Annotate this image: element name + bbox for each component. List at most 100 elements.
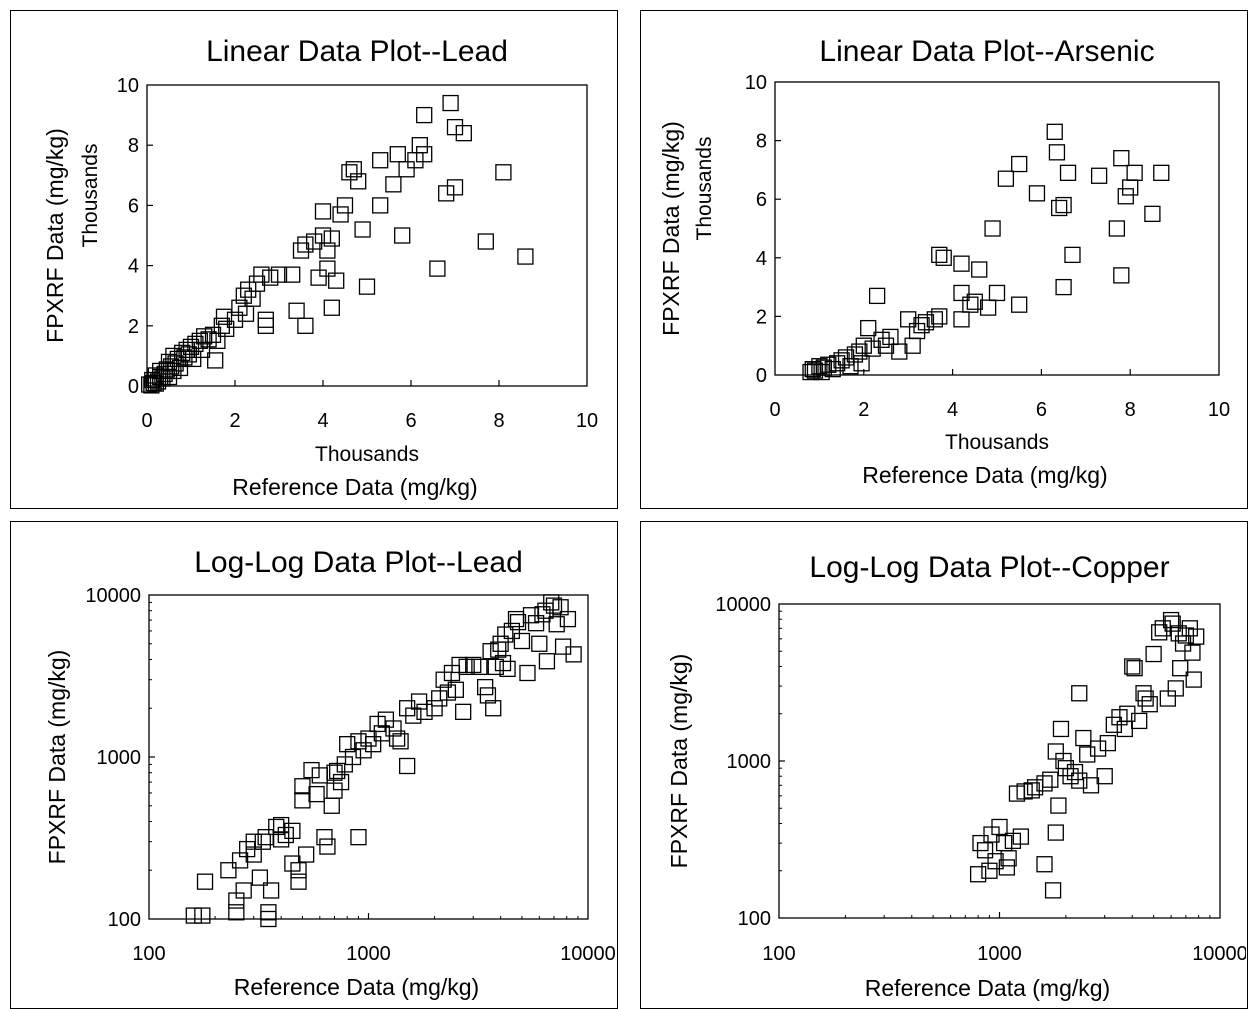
data-point <box>969 866 987 883</box>
y-unit-label: Thousands <box>693 137 716 241</box>
data-point <box>260 904 277 921</box>
data-point <box>290 873 307 890</box>
data-point <box>1064 246 1081 264</box>
data-point <box>290 862 307 879</box>
chart-svg-arsenic-linear: Linear Data Plot--Arsenic 0 2 4 6 8 10 0 2 4 6 8 10 T… <box>658 35 1230 488</box>
data-point <box>284 855 301 872</box>
data-point <box>288 302 305 319</box>
chart-title: Linear Data Plot--Lead <box>206 35 508 68</box>
data-point <box>531 635 548 652</box>
x-tick-label: 4 <box>947 399 958 421</box>
data-point <box>345 161 362 178</box>
y-axis-label: FPXRF Data (mg/kg) <box>666 654 692 869</box>
data-point <box>245 846 262 863</box>
chart-panel-lead-linear: Linear Data Plot--Lead 0 2 4 6 8 10 0 2 4 6 8 10 Thou… <box>10 10 618 509</box>
data-point <box>1116 720 1133 738</box>
data-point <box>1122 179 1139 196</box>
data-point <box>966 293 983 310</box>
data-point <box>215 308 233 325</box>
y-tick-label: 100 <box>108 909 141 931</box>
data-point <box>1141 696 1158 713</box>
data-point <box>416 146 433 163</box>
data-point <box>253 266 270 283</box>
data-point <box>538 653 556 670</box>
data-point <box>917 314 935 331</box>
data-point <box>323 797 340 814</box>
data-point <box>1011 155 1028 173</box>
data-point <box>407 152 424 169</box>
data-point <box>1126 164 1143 181</box>
y-tick-label: 10000 <box>85 585 141 607</box>
y-tick-label: 1000 <box>97 747 142 769</box>
data-point <box>479 687 497 704</box>
data-point <box>193 341 211 359</box>
data-point <box>429 260 446 277</box>
data-point <box>294 778 311 795</box>
data-point <box>277 826 294 844</box>
data-point <box>240 281 257 298</box>
data-point <box>527 615 545 632</box>
y-tick-label: 4 <box>128 256 139 278</box>
data-point <box>332 773 350 791</box>
data-point <box>339 736 356 753</box>
data-point <box>971 261 988 278</box>
data-point <box>1154 620 1171 637</box>
x-tick-label: 2 <box>229 410 240 432</box>
data-point <box>984 220 1001 237</box>
data-point <box>316 829 333 846</box>
data-point <box>953 255 970 272</box>
data-point <box>1082 777 1100 794</box>
data-point <box>477 678 494 696</box>
data-point <box>182 338 200 356</box>
data-point <box>1117 188 1134 205</box>
x-tick-label: 1000 <box>977 943 1022 965</box>
data-point <box>1012 828 1030 845</box>
data-point <box>492 635 509 652</box>
data-point <box>248 275 266 292</box>
data-point <box>1164 615 1181 632</box>
data-point <box>802 363 819 381</box>
data-point <box>1066 763 1084 781</box>
data-point <box>319 242 336 259</box>
data-point <box>455 703 472 720</box>
data-point <box>811 358 828 375</box>
y-tick-label: 2 <box>756 306 767 328</box>
data-point <box>517 248 534 265</box>
data-point <box>354 221 371 238</box>
data-point <box>1188 628 1205 645</box>
data-point <box>926 311 943 328</box>
data-point <box>431 690 448 707</box>
chart-svg-copper-loglog: Log-Log Data Plot--Copper 100 1000 10000 100… <box>666 551 1246 1001</box>
y-tick-label: 10000 <box>715 594 771 616</box>
data-point <box>228 904 245 921</box>
data-point <box>513 632 531 650</box>
chart-title: Linear Data Plot--Arsenic <box>819 35 1154 68</box>
data-point <box>471 658 488 676</box>
data-point <box>1036 775 1053 792</box>
data-point <box>976 842 994 859</box>
plot-frame <box>146 84 588 387</box>
data-point <box>438 185 455 202</box>
data-point <box>815 359 832 376</box>
data-point <box>358 278 376 295</box>
data-point <box>314 227 332 244</box>
data-point <box>1044 882 1062 899</box>
data-point <box>1028 185 1046 202</box>
data-point <box>1108 220 1126 237</box>
y-tick-label: 1000 <box>727 751 772 773</box>
data-point <box>323 230 340 247</box>
data-point <box>442 94 459 112</box>
data-point <box>447 681 464 698</box>
data-point <box>891 343 908 360</box>
data-point <box>499 660 516 678</box>
data-point <box>1042 771 1059 788</box>
data-point <box>213 317 230 334</box>
data-point <box>273 816 290 834</box>
data-point <box>350 173 367 190</box>
data-point <box>497 626 514 643</box>
data-point <box>226 311 244 328</box>
data-point <box>1055 278 1072 296</box>
data-point <box>1026 779 1044 796</box>
y-tick-label: 100 <box>738 908 771 930</box>
data-point <box>254 833 271 850</box>
